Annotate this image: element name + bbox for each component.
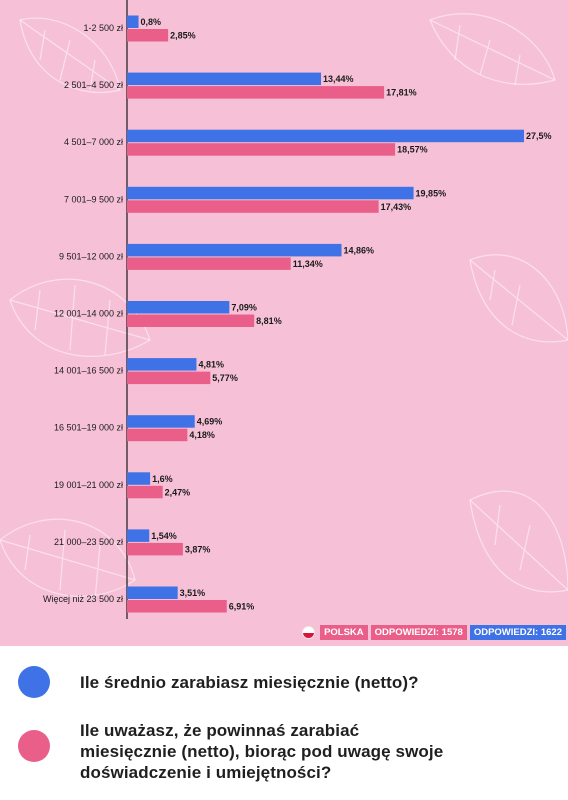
category-label-4-501-7-000-z: 4 501–7 000 zł — [64, 137, 123, 147]
bar-pink-21-000-23-500-z — [127, 542, 183, 556]
category-label-7-001-9-500-z: 7 001–9 500 zł — [64, 194, 123, 204]
bars-group — [127, 15, 524, 613]
category-label-21-000-23-500-z: 21 000–23 500 zł — [54, 537, 123, 547]
country-badge: POLSKA — [320, 625, 368, 640]
legend-item-expected-salary: Ile uważasz, że powinnaś zarabiać miesię… — [18, 720, 443, 783]
bar-pink-1-2-500-z — [127, 29, 169, 42]
bar-label-blue-19-001-21-000-z: 1,6% — [152, 474, 173, 484]
bar-blue-12-001-14-000-z — [127, 301, 230, 314]
bar-chart: 0,8% 2,85% 13,44% 17,81% 27,5% 18,57% 19,85% 17… — [0, 0, 568, 619]
category-label-19-001-21-000-z: 19 001–21 000 zł — [54, 480, 123, 490]
bar-pink-7-001-9-500-z — [127, 200, 379, 213]
bar-pink-9-501-12-000-z — [127, 257, 291, 270]
category-label-16-501-19-000-z: 16 501–19 000 zł — [54, 423, 123, 433]
bar-label-blue-2-501-4-500-z: 13,44% — [323, 74, 354, 84]
blue-legend-dot — [18, 666, 50, 698]
bar-pink-wi-cej-ni-23-500-z — [127, 600, 227, 613]
category-label-14-001-16-500-z: 14 001–16 500 zł — [54, 366, 123, 376]
bar-label-pink-7-001-9-500-z: 17,43% — [381, 202, 412, 212]
bar-label-pink-21-000-23-500-z: 3,87% — [185, 544, 211, 554]
bar-blue-wi-cej-ni-23-500-z — [127, 586, 178, 599]
bar-label-pink-9-501-12-000-z: 11,34% — [293, 259, 323, 269]
bar-blue-2-501-4-500-z — [127, 72, 322, 86]
bar-blue-19-001-21-000-z — [127, 472, 151, 485]
bar-blue-16-501-19-000-z — [127, 415, 195, 428]
bar-label-pink-19-001-21-000-z: 2,47% — [165, 487, 191, 497]
bar-label-blue-16-501-19-000-z: 4,69% — [197, 417, 223, 427]
category-labels-group: 1-2 500 zł 2 501–4 500 zł 4 501–7 000 zł 7 … — [43, 23, 123, 604]
bar-pink-19-001-21-000-z — [127, 485, 163, 499]
bar-label-blue-9-501-12-000-z: 14,86% — [344, 245, 375, 255]
poland-flag-icon — [302, 626, 316, 639]
blue-responses-badge: ODPOWIEDZI: 1622 — [469, 625, 566, 640]
respondents-badges: POLSKA ODPOWIEDZI: 1578 ODPOWIEDZI: 1622 — [302, 625, 566, 640]
bar-pink-14-001-16-500-z — [127, 371, 211, 385]
bar-label-blue-14-001-16-500-z: 4,81% — [198, 360, 224, 370]
legend-text-average-salary: Ile średnio zarabiasz miesięcznie (netto… — [80, 673, 419, 692]
bar-blue-14-001-16-500-z — [127, 358, 197, 371]
bar-label-pink-14-001-16-500-z: 5,77% — [212, 373, 238, 383]
bar-label-pink-12-001-14-000-z: 8,81% — [256, 316, 282, 326]
background-leaf-decoration — [0, 13, 568, 601]
bar-blue-1-2-500-z — [127, 15, 139, 28]
bar-pink-2-501-4-500-z — [127, 86, 385, 99]
category-label-2-501-4-500-z: 2 501–4 500 zł — [64, 80, 123, 90]
legend-text-expected-salary: Ile uważasz, że powinnaś zarabiać miesię… — [80, 721, 444, 782]
bar-label-pink-2-501-4-500-z: 17,81% — [386, 88, 417, 98]
bar-label-blue-7-001-9-500-z: 19,85% — [416, 188, 447, 198]
bar-label-blue-21-000-23-500-z: 1,54% — [151, 531, 177, 541]
category-label-wi-cej-ni-23-500-z: Więcej niż 23 500 zł — [43, 594, 123, 604]
bar-blue-21-000-23-500-z — [127, 529, 150, 542]
category-label-9-501-12-000-z: 9 501–12 000 zł — [59, 251, 123, 261]
bar-blue-9-501-12-000-z — [127, 243, 342, 257]
bar-label-pink-wi-cej-ni-23-500-z: 6,91% — [229, 602, 255, 612]
chart-area: 0,8% 2,85% 13,44% 17,81% 27,5% 18,57% 19,85% 17… — [0, 0, 568, 646]
bar-pink-12-001-14-000-z — [127, 314, 255, 327]
bar-label-blue-1-2-500-z: 0,8% — [141, 17, 162, 27]
bar-label-pink-1-2-500-z: 2,85% — [170, 31, 196, 41]
category-label-1-2-500-z: 1-2 500 zł — [83, 23, 123, 33]
bar-blue-7-001-9-500-z — [127, 186, 414, 200]
bar-label-blue-4-501-7-000-z: 27,5% — [526, 131, 552, 141]
bar-blue-4-501-7-000-z — [127, 129, 524, 143]
bar-label-pink-4-501-7-000-z: 18,57% — [397, 145, 428, 155]
legend-item-average-salary: Ile średnio zarabiasz miesięcznie (netto… — [18, 666, 419, 698]
bar-label-blue-wi-cej-ni-23-500-z: 3,51% — [180, 588, 206, 598]
bar-labels-group: 0,8% 2,85% 13,44% 17,81% 27,5% 18,57% 19,85% 17… — [141, 17, 552, 612]
bar-label-blue-12-001-14-000-z: 7,09% — [231, 303, 257, 313]
pink-legend-dot — [18, 730, 50, 762]
bar-pink-16-501-19-000-z — [127, 428, 188, 442]
bar-pink-4-501-7-000-z — [127, 143, 396, 156]
bar-label-pink-16-501-19-000-z: 4,18% — [189, 430, 215, 440]
category-label-12-001-14-000-z: 12 001–14 000 zł — [54, 309, 123, 319]
pink-responses-badge: ODPOWIEDZI: 1578 — [370, 625, 467, 640]
